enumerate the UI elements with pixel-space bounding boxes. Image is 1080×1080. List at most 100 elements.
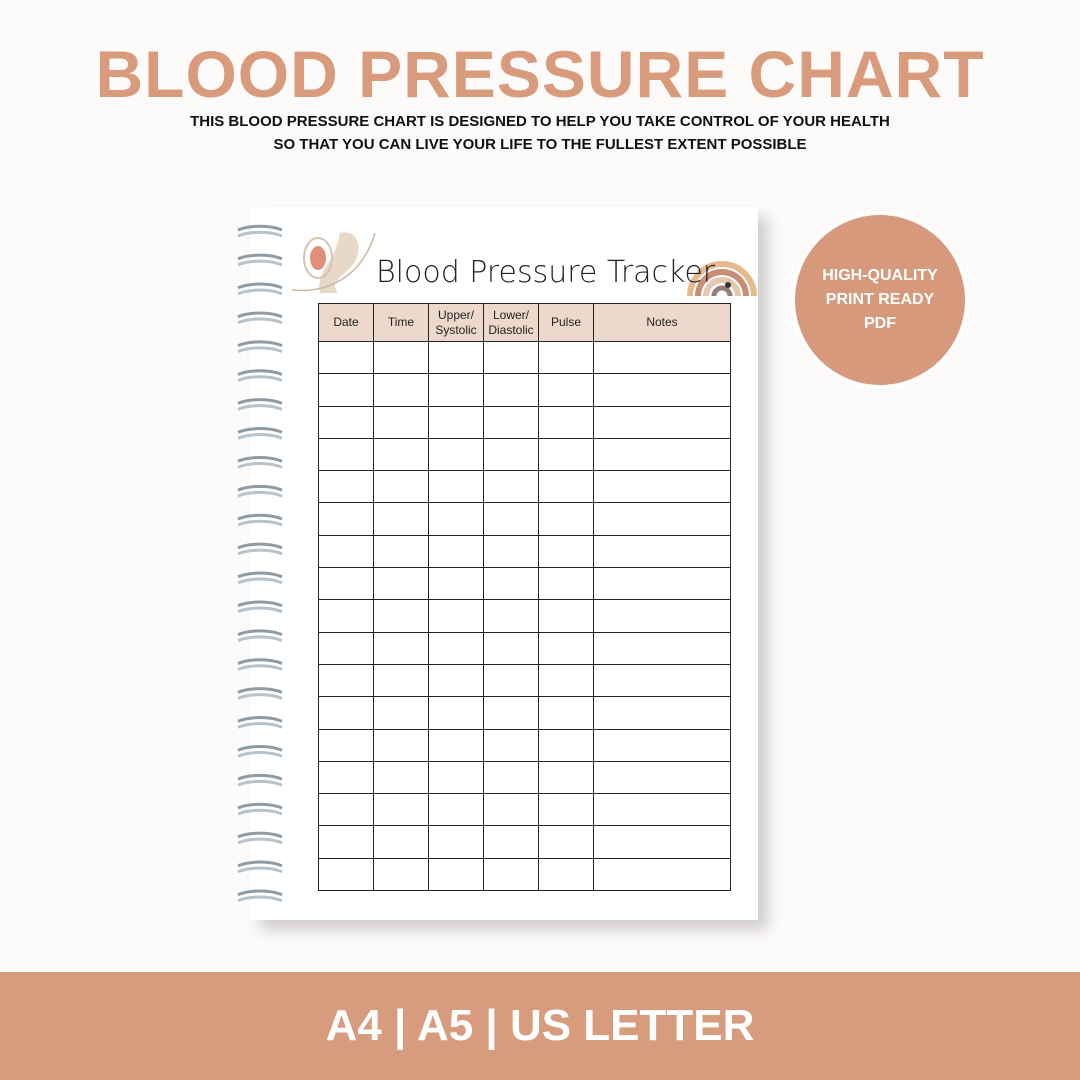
- footer-bar: A4 | A5 | US LETTER: [0, 972, 1080, 1080]
- table-cell: [593, 437, 731, 472]
- spiral-coil: [237, 744, 283, 752]
- spiral-coil: [237, 773, 283, 781]
- table-cell: [538, 857, 594, 892]
- table-row: [318, 599, 731, 633]
- table-cell: [428, 340, 484, 375]
- table-cell: [318, 663, 374, 698]
- table-cell: [428, 631, 484, 665]
- table-cell: [483, 373, 539, 407]
- column-header: Lower/ Diastolic: [483, 303, 539, 342]
- spiral-coil: [237, 635, 283, 643]
- table-cell: [483, 631, 539, 665]
- column-header: Pulse: [538, 303, 594, 342]
- table-cell: [538, 437, 594, 472]
- badge-text: PDF: [864, 315, 896, 332]
- table-cell: [538, 534, 594, 569]
- badge-text: PRINT READY: [825, 291, 935, 308]
- table-row: [318, 825, 731, 859]
- subtitle: SO THAT YOU CAN LIVE YOUR LIFE TO THE FU…: [273, 136, 807, 153]
- table-cell: [593, 663, 731, 698]
- table-cell: [483, 502, 539, 536]
- spiral-coil: [237, 664, 283, 671]
- table-row: [318, 631, 731, 665]
- spiral-coil: [237, 455, 283, 463]
- spiral-coil: [237, 484, 283, 492]
- table-cell: [483, 857, 539, 892]
- main-title: BLOOD PRESSURE CHART: [95, 37, 985, 111]
- table-cell: [373, 631, 429, 665]
- table-cell: [318, 631, 374, 665]
- spiral-coil: [237, 224, 283, 232]
- spiral-coil: [237, 311, 283, 319]
- table-cell: [373, 437, 429, 472]
- spiral-coil: [237, 866, 283, 874]
- table-cell: [373, 470, 429, 504]
- spiral-coil: [237, 259, 283, 267]
- table-cell: [373, 760, 429, 795]
- spiral-coil: [237, 427, 283, 434]
- table-cell: [373, 340, 429, 375]
- tracker-table: Date Time Upper/ Systolic Lower/ Diastolic P…: [318, 303, 731, 892]
- table-row: [318, 534, 731, 569]
- table-cell: [428, 857, 484, 892]
- spiral-coil: [237, 230, 283, 238]
- table-cell: [538, 696, 594, 730]
- spiral-coil: [237, 375, 283, 382]
- spiral-coil: [237, 658, 283, 665]
- spiral-coil: [237, 693, 283, 700]
- spiral-coil: [237, 548, 283, 556]
- spiral-coil: [237, 404, 283, 411]
- spiral-coil: [237, 577, 283, 585]
- table-row: [318, 663, 731, 698]
- table-cell: [428, 728, 484, 762]
- table-cell: [593, 631, 731, 665]
- table-cell: [593, 405, 731, 439]
- table-cell: [538, 405, 594, 439]
- column-header: Time: [373, 303, 429, 342]
- table-cell: [373, 696, 429, 730]
- table-cell: [593, 470, 731, 504]
- table-cell: [373, 728, 429, 762]
- table-cell: [428, 437, 484, 472]
- spiral-coil: [237, 750, 283, 758]
- table-cell: [593, 599, 731, 633]
- table-cell: [373, 405, 429, 439]
- table-cell: [593, 567, 731, 601]
- table-row: [318, 373, 731, 407]
- spiral-coil: [237, 600, 283, 608]
- table-cell: [593, 696, 731, 730]
- spiral-coil: [237, 629, 283, 637]
- table-cell: [483, 437, 539, 472]
- table-cell: [373, 599, 429, 633]
- spiral-coil: [237, 860, 283, 868]
- table-cell: [428, 696, 484, 730]
- subtitle: THIS BLOOD PRESSURE CHART IS DESIGNED TO…: [190, 113, 890, 130]
- spiral-coil: [237, 461, 283, 469]
- spiral-coil: [237, 346, 283, 354]
- table-cell: [373, 502, 429, 536]
- table-cell: [593, 534, 731, 569]
- table-row: [318, 567, 731, 601]
- spiral-coil: [237, 340, 283, 348]
- table-cell: [538, 599, 594, 633]
- table-cell: [483, 663, 539, 698]
- badge-text: HIGH-QUALITY: [822, 267, 938, 284]
- table-row: [318, 857, 731, 892]
- table-cell: [373, 857, 429, 892]
- table-cell: [318, 728, 374, 762]
- table-cell: [428, 663, 484, 698]
- table-cell: [483, 534, 539, 569]
- spiral-coil: [237, 433, 283, 440]
- spiral-coil: [237, 802, 283, 810]
- table-cell: [428, 534, 484, 569]
- table-cell: [593, 825, 731, 859]
- spiral-coil: [237, 253, 283, 261]
- table-cell: [593, 793, 731, 827]
- table-cell: [538, 760, 594, 795]
- table-cell: [373, 825, 429, 859]
- table-cell: [593, 760, 731, 795]
- table-cell: [538, 373, 594, 407]
- table-cell: [318, 696, 374, 730]
- column-header: Date: [318, 303, 374, 342]
